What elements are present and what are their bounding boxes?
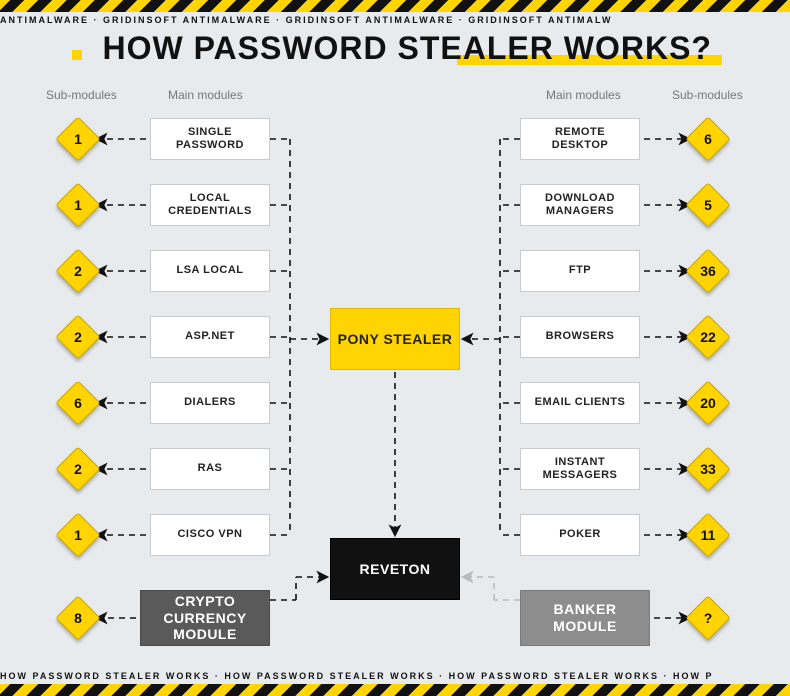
banker-sub: ? [692,602,724,634]
left-main-1: LOCAL CREDENTIALS [150,184,270,226]
page-title: HOW PASSWORD STEALER WORKS? [96,30,718,67]
left-sub-1: 1 [62,189,94,221]
right-main-6: POKER [520,514,640,556]
right-sub-6: 11 [692,519,724,551]
right-main-1: DOWNLOAD MANAGERS [520,184,640,226]
left-sub-4: 6 [62,387,94,419]
left-main-6: CISCO VPN [150,514,270,556]
crypto-sub: 8 [62,602,94,634]
left-sub-3: 2 [62,321,94,353]
right-sub-4: 20 [692,387,724,419]
hazard-top [0,0,790,12]
pony-stealer: PONY STEALER [330,308,460,370]
banker-module: BANKER MODULE [520,590,650,646]
right-main-0: REMOTE DESKTOP [520,118,640,160]
right-sub-3: 22 [692,321,724,353]
header-sub-right: Sub-modules [672,88,743,102]
left-main-4: DIALERS [150,382,270,424]
right-sub-5: 33 [692,453,724,485]
right-sub-2: 36 [692,255,724,287]
right-sub-0: 6 [692,123,724,155]
header-sub-left: Sub-modules [46,88,117,102]
left-sub-5: 2 [62,453,94,485]
hazard-bottom [0,684,790,696]
title-wrap: HOW PASSWORD STEALER WORKS? [0,30,790,67]
crypto-module: CRYPTO CURRENCY MODULE [140,590,270,646]
title-bullet-icon [72,50,82,60]
left-sub-0: 1 [62,123,94,155]
right-main-2: FTP [520,250,640,292]
header-main-left: Main modules [168,88,243,102]
right-main-3: BROWSERS [520,316,640,358]
header-main-right: Main modules [546,88,621,102]
right-sub-1: 5 [692,189,724,221]
left-main-0: SINGLE PASSWORD [150,118,270,160]
right-main-4: EMAIL CLIENTS [520,382,640,424]
right-main-5: INSTANT MESSAGERS [520,448,640,490]
left-main-2: LSA LOCAL [150,250,270,292]
ticker-top: ANTIMALWARE · GRIDINSOFT ANTIMALWARE · G… [0,12,790,28]
left-sub-2: 2 [62,255,94,287]
ticker-bottom: HOW PASSWORD STEALER WORKS · HOW PASSWOR… [0,668,790,684]
reveton: REVETON [330,538,460,600]
left-main-3: ASP.NET [150,316,270,358]
left-sub-6: 1 [62,519,94,551]
left-main-5: RAS [150,448,270,490]
